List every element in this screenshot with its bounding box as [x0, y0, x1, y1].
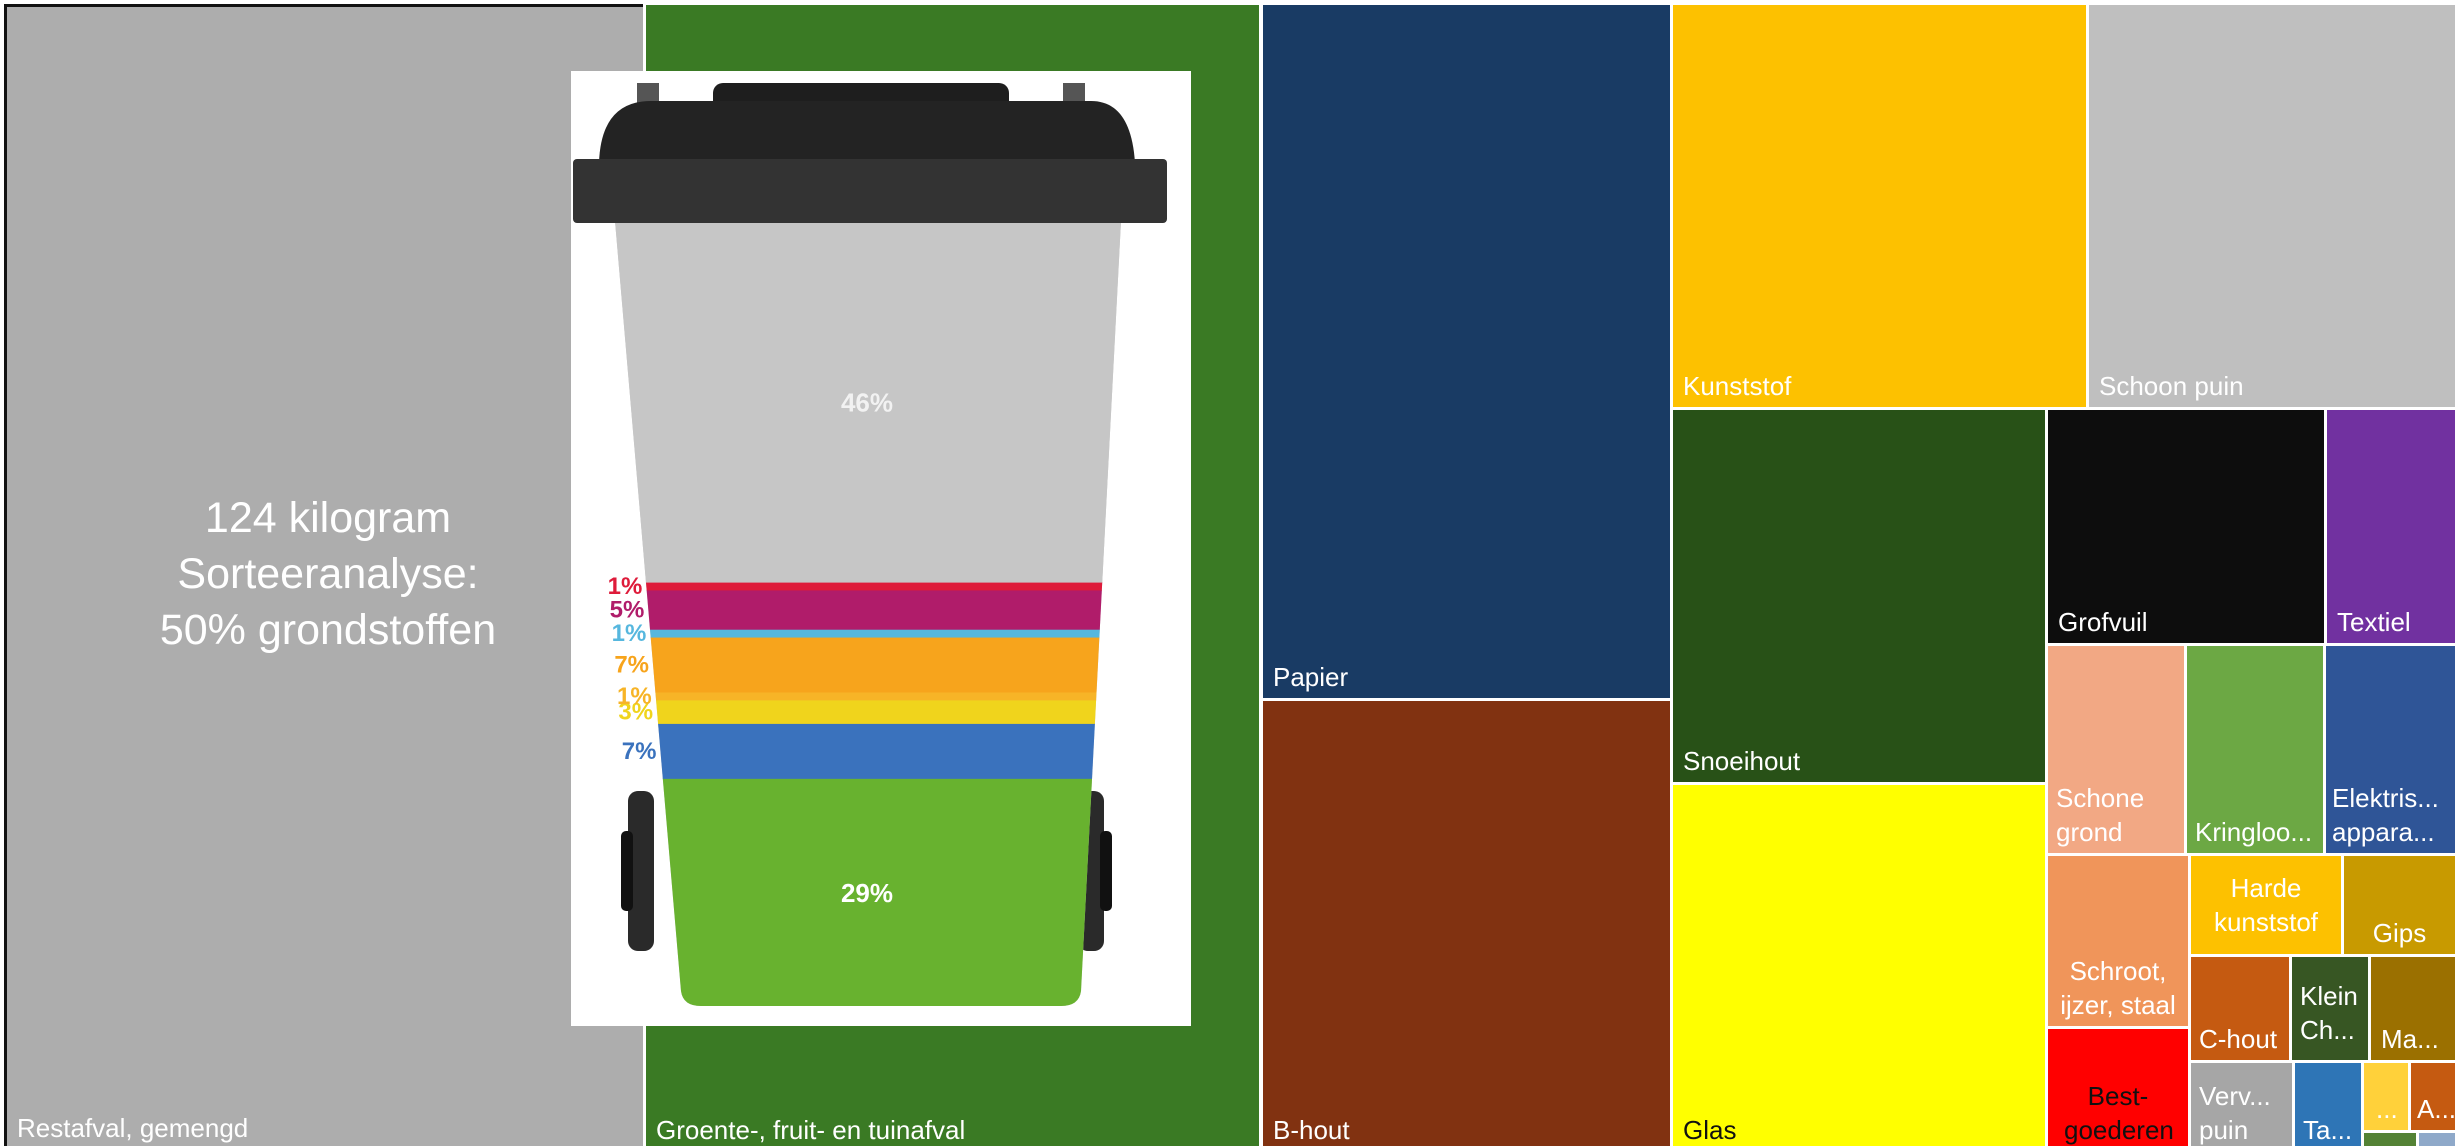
- tile-kunststof[interactable]: Kunststof: [1670, 2, 2089, 410]
- bin-wheel-right-rim: [1100, 831, 1112, 911]
- bin-inset-image: 29% 7% 3% 1% 7% 1% 5% 1% 46%: [571, 71, 1191, 1026]
- tile-label-gft: Groente-, fruit- en tuinafval: [656, 1115, 966, 1145]
- tile-textiel[interactable]: Textiel: [2324, 407, 2458, 646]
- tile-sliver-1[interactable]: [2361, 1130, 2419, 1146]
- tile-label-harde-kunststof: Harde kunststof: [2213, 873, 2319, 937]
- tile-label-klein-ch: Klein Ch...: [2300, 981, 2358, 1045]
- tile-ma[interactable]: Ma...: [2368, 954, 2458, 1063]
- tile-sliver-2[interactable]: [2416, 1130, 2458, 1146]
- tile-elektrisch[interactable]: Elektris... appara...: [2323, 643, 2458, 856]
- tile-snoeihout[interactable]: Snoeihout: [1670, 407, 2048, 785]
- bin-segment-2: [615, 699, 1121, 724]
- tile-label-kunststof: Kunststof: [1683, 371, 1792, 401]
- tile-label-papier: Papier: [1273, 662, 1349, 692]
- bin-segment-label-0: 29%: [841, 878, 893, 908]
- tile-label-grofvuil: Grofvuil: [2058, 607, 2148, 637]
- bin-segment-label-4: 7%: [614, 652, 649, 679]
- tile-label-best-goederen: Best-goederen: [2064, 1081, 2174, 1145]
- tile-label-restafval: Restafval, gemengd: [17, 1113, 249, 1143]
- bin-segment-label-7: 1%: [608, 573, 643, 600]
- tile-label-c-hout: C-hout: [2199, 1024, 2278, 1054]
- tile-label-kringloop: Kringloo...: [2195, 817, 2313, 847]
- tile-gips[interactable]: Gips: [2341, 853, 2458, 957]
- tile-schone-grond[interactable]: Schone grond: [2045, 643, 2187, 856]
- bin-segment-6: [615, 589, 1121, 630]
- tile-harde-kunststof[interactable]: Harde kunststof: [2188, 853, 2344, 957]
- tile-ta[interactable]: Ta...: [2292, 1060, 2364, 1146]
- tile-label-schroot: Schroot, ijzer, staal: [2060, 956, 2176, 1020]
- tile-schoon-puin[interactable]: Schoon puin: [2086, 2, 2458, 410]
- restafval-annotation: 124 kilogram Sorteeranalyse: 50% grondst…: [8, 490, 648, 658]
- annotation-line-2: Sorteeranalyse:: [177, 550, 479, 598]
- tile-label-elektrisch: Elektris... appara...: [2332, 783, 2439, 847]
- tile-label-b-hout: B-hout: [1273, 1115, 1350, 1145]
- bin-segment-label-8: 46%: [841, 388, 893, 418]
- bin-segment-4: [615, 637, 1121, 693]
- tile-c-hout[interactable]: C-hout: [2188, 954, 2292, 1063]
- tile-label-glas: Glas: [1683, 1115, 1737, 1145]
- tile-glas[interactable]: Glas: [1670, 782, 2048, 1146]
- tile-label-textiel: Textiel: [2337, 607, 2411, 637]
- bin-segment-label-2: 3%: [618, 699, 653, 726]
- bin-wheel-left-rim: [621, 831, 633, 911]
- bin-segment-label-3: 1%: [617, 683, 652, 710]
- tile-label-gips: Gips: [2372, 918, 2427, 948]
- tile-label-schone-grond: Schone grond: [2056, 783, 2145, 847]
- tile-label-ta: Ta...: [2303, 1115, 2353, 1145]
- tile-a[interactable]: A...: [2408, 1060, 2458, 1133]
- tile-klein-ch[interactable]: Klein Ch...: [2289, 954, 2371, 1063]
- tile-label-ma: Ma...: [2381, 1024, 2439, 1054]
- tile-label-a: A...: [2417, 1094, 2457, 1124]
- bin-segment-3: [615, 692, 1121, 701]
- tile-b-hout[interactable]: B-hout: [1260, 698, 1673, 1146]
- bin-segment-label-6: 5%: [610, 597, 645, 624]
- bin-segment-1: [615, 723, 1121, 779]
- annotation-line-3: 50% grondstoffen: [159, 606, 497, 654]
- tile-restafval[interactable]: Restafval, gemengd: [4, 4, 647, 1146]
- bin-segment-label-1: 7%: [622, 738, 657, 765]
- tile-label-dots: ...: [2376, 1094, 2398, 1124]
- bin-lid-top: [599, 101, 1135, 163]
- bin-segment-8: [615, 221, 1121, 583]
- bin-segment-7: [615, 582, 1121, 591]
- bin-segment-0: [615, 778, 1121, 1006]
- tile-schroot[interactable]: Schroot, ijzer, staal: [2045, 853, 2191, 1029]
- tile-verv-puin[interactable]: Verv... puin: [2188, 1060, 2295, 1146]
- annotation-line-1: 124 kilogram: [204, 494, 452, 542]
- tile-best-goederen[interactable]: Best-goederen: [2045, 1026, 2191, 1146]
- waste-bin-chart: 29%7%3%1%7%1%5%1%46%: [573, 83, 1167, 1006]
- bin-wheel-left: [628, 791, 654, 951]
- tile-kringloop[interactable]: Kringloo...: [2184, 643, 2326, 856]
- tile-label-verv-puin: Verv... puin: [2199, 1081, 2271, 1145]
- tile-grofvuil[interactable]: Grofvuil: [2045, 407, 2327, 646]
- bin-lid-rim: [573, 159, 1167, 223]
- tile-dots[interactable]: ...: [2361, 1060, 2411, 1133]
- tile-label-schoon-puin: Schoon puin: [2099, 371, 2244, 401]
- bin-segment-label-5: 1%: [612, 620, 647, 647]
- tile-label-snoeihout: Snoeihout: [1683, 746, 1801, 776]
- tile-papier[interactable]: Papier: [1260, 2, 1673, 701]
- bin-segment-5: [615, 629, 1121, 638]
